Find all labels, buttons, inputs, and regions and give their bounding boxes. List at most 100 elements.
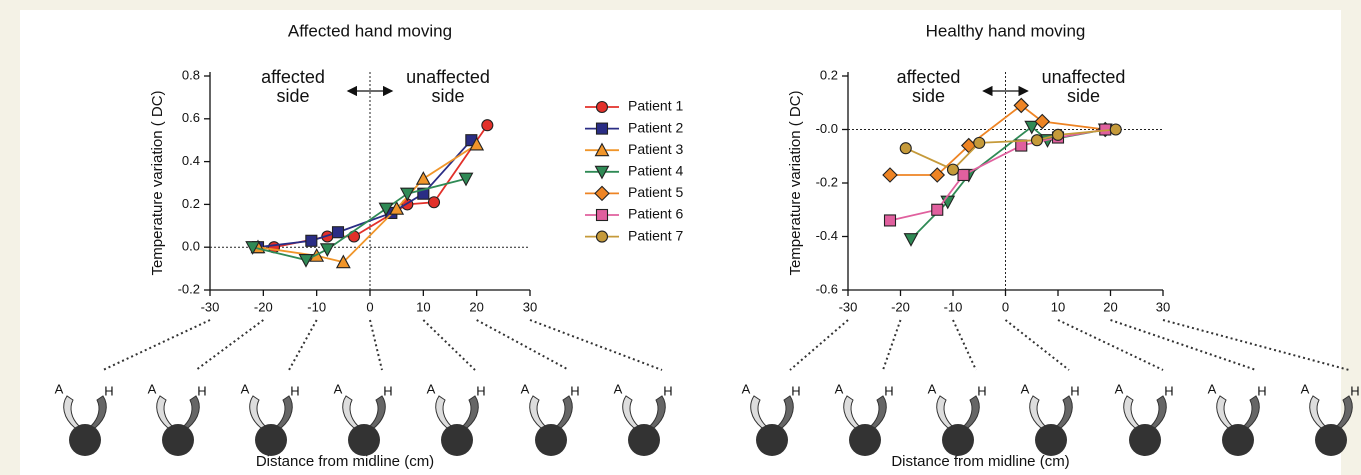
point <box>905 234 918 246</box>
legend-label: Patient 1 <box>628 98 683 114</box>
series-line <box>906 130 1116 170</box>
head-icon: AH <box>427 381 486 456</box>
x-tick-label: -10 <box>307 299 326 314</box>
connector <box>1163 320 1349 370</box>
connector <box>289 320 317 370</box>
connector <box>477 320 569 370</box>
point <box>401 188 414 200</box>
annotation: unaffected side <box>1036 68 1132 106</box>
icon-label: A <box>614 381 623 396</box>
y-tick-label: 0.4 <box>182 153 200 168</box>
connector <box>370 320 382 370</box>
arm-right <box>1057 396 1072 428</box>
icon-label: H <box>104 383 113 398</box>
point <box>932 204 943 215</box>
icon-label: H <box>1257 383 1266 398</box>
icon-label: H <box>884 383 893 398</box>
icon-label: H <box>1350 383 1359 398</box>
icon-label: H <box>476 383 485 398</box>
connector <box>790 320 848 370</box>
arm-right <box>557 396 572 428</box>
head <box>348 424 380 456</box>
icon-label: A <box>427 381 436 396</box>
legend-marker <box>597 123 608 134</box>
icon-label: H <box>1164 383 1173 398</box>
arm-left <box>1217 396 1232 428</box>
icon-label: A <box>241 381 250 396</box>
y-tick-label: -0.0 <box>816 121 838 136</box>
head <box>441 424 473 456</box>
icon-label: A <box>1115 381 1124 396</box>
icon-label: A <box>334 381 343 396</box>
head <box>942 424 974 456</box>
series-line <box>911 127 1105 239</box>
icon-label: A <box>928 381 937 396</box>
chart-title: Affected hand moving <box>288 21 452 40</box>
point <box>482 120 493 131</box>
icon-label: A <box>835 381 844 396</box>
legend-label: Patient 3 <box>628 141 683 157</box>
arm-right <box>184 396 199 428</box>
arm-right <box>871 396 886 428</box>
head-icon: AH <box>334 381 393 456</box>
head <box>535 424 567 456</box>
arm-left <box>751 396 766 428</box>
icon-label: A <box>55 381 64 396</box>
head <box>628 424 660 456</box>
arm-right <box>1337 396 1352 428</box>
y-tick-label: -0.2 <box>178 281 200 296</box>
legend-marker <box>597 231 608 242</box>
head <box>756 424 788 456</box>
connector <box>1006 320 1070 370</box>
arm-right <box>91 396 106 428</box>
arm-left <box>1124 396 1139 428</box>
icon-label: A <box>742 381 751 396</box>
head <box>849 424 881 456</box>
point <box>321 244 334 256</box>
arm-left <box>343 396 358 428</box>
point <box>1014 98 1028 112</box>
y-tick-label: 0.2 <box>182 196 200 211</box>
head-icon: AH <box>835 381 894 456</box>
icon-label: A <box>521 381 530 396</box>
icon-label: H <box>197 383 206 398</box>
point <box>974 137 985 148</box>
arm-right <box>778 396 793 428</box>
connector <box>883 320 901 370</box>
icon-label: A <box>148 381 157 396</box>
connector <box>953 320 976 370</box>
head <box>162 424 194 456</box>
annotation: affected side <box>245 68 341 106</box>
y-tick-label: 0.8 <box>182 67 200 82</box>
x-tick-label: 10 <box>416 299 430 314</box>
icon-label: H <box>791 383 800 398</box>
arm-left <box>623 396 638 428</box>
icon-label: A <box>1021 381 1030 396</box>
point <box>1053 129 1064 140</box>
icon-label: A <box>1301 381 1310 396</box>
point <box>1110 124 1121 135</box>
point <box>1035 114 1049 128</box>
arm-left <box>436 396 451 428</box>
y-axis-label: Temperature variation ( DC) <box>149 90 166 275</box>
icon-label: H <box>977 383 986 398</box>
arm-left <box>157 396 172 428</box>
arm-left <box>250 396 265 428</box>
arm-right <box>1244 396 1259 428</box>
y-axis-label: Temperature variation ( DC) <box>787 90 804 275</box>
arm-right <box>1151 396 1166 428</box>
y-tick-label: -0.2 <box>816 174 838 189</box>
annotation: unaffected side <box>400 68 496 106</box>
x-tick-label: -20 <box>254 299 273 314</box>
x-tick-label: 30 <box>1156 299 1170 314</box>
arm-right <box>370 396 385 428</box>
arm-right <box>650 396 665 428</box>
head-icon: AH <box>148 381 207 456</box>
chart: Affected hand moving Temperature variatio… <box>0 0 1361 475</box>
arm-left <box>64 396 79 428</box>
